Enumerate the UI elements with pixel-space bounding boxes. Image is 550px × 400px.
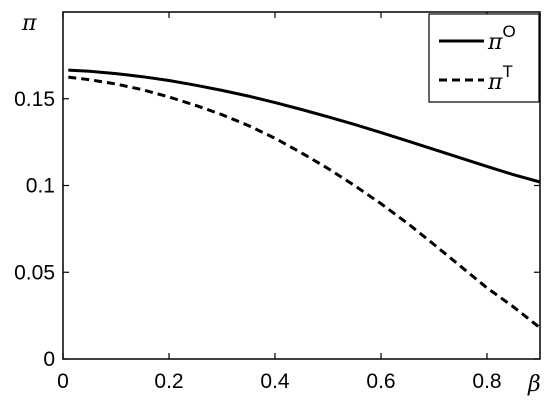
x-axis-label: β	[527, 372, 541, 397]
x-tick-label: 0.6	[366, 370, 395, 393]
y-tick-label: 0.15	[14, 88, 55, 111]
plot-frame	[62, 11, 541, 360]
series-line-dashed	[68, 75, 541, 329]
legend-label-series-t: πT	[487, 62, 513, 95]
y-tick-label: 0.05	[14, 261, 55, 284]
legend: πO πT	[428, 13, 540, 103]
legend-box	[428, 13, 540, 103]
legend-label-series-o: πO	[487, 22, 516, 55]
y-tick-label: 0	[43, 348, 55, 371]
y-tick-label: 0.1	[26, 175, 55, 198]
x-tick-label: 0.2	[154, 370, 183, 393]
axis-tick-labels: 0 0.2 0.4 0.6 0.8 0 0.05 0.1 0.15	[14, 88, 501, 393]
y-axis-label: π	[21, 11, 37, 36]
x-tick-label: 0.4	[260, 370, 290, 393]
series-line-solid	[68, 68, 541, 184]
x-tick-label: 0	[57, 370, 69, 393]
x-tick-label: 0.8	[472, 370, 501, 393]
plot-area	[68, 68, 541, 329]
